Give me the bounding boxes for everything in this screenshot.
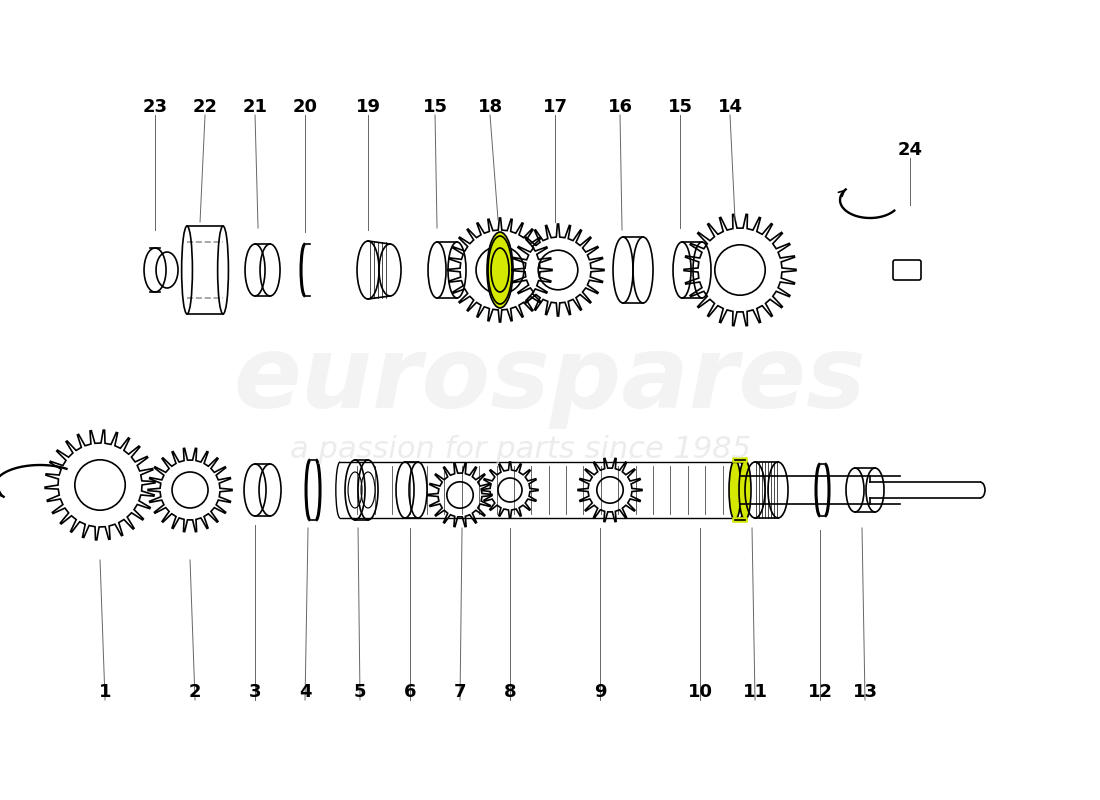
Text: 4: 4 xyxy=(299,683,311,701)
Ellipse shape xyxy=(729,460,741,520)
Text: 3: 3 xyxy=(249,683,262,701)
Text: 23: 23 xyxy=(143,98,167,116)
Text: 13: 13 xyxy=(852,683,878,701)
Text: 9: 9 xyxy=(594,683,606,701)
Text: 21: 21 xyxy=(242,98,267,116)
Ellipse shape xyxy=(739,460,751,520)
Text: 17: 17 xyxy=(542,98,568,116)
Text: 22: 22 xyxy=(192,98,218,116)
Text: 11: 11 xyxy=(742,683,768,701)
Text: eurospares: eurospares xyxy=(233,331,867,429)
Text: 14: 14 xyxy=(717,98,743,116)
Text: 15: 15 xyxy=(422,98,448,116)
Text: 16: 16 xyxy=(607,98,632,116)
Text: 24: 24 xyxy=(898,141,923,159)
Text: 6: 6 xyxy=(404,683,416,701)
Text: 12: 12 xyxy=(807,683,833,701)
Text: 10: 10 xyxy=(688,683,713,701)
Text: 18: 18 xyxy=(477,98,503,116)
Ellipse shape xyxy=(487,232,513,308)
Text: 5: 5 xyxy=(354,683,366,701)
Text: 15: 15 xyxy=(668,98,693,116)
Text: 7: 7 xyxy=(454,683,466,701)
Text: 2: 2 xyxy=(189,683,201,701)
Text: 1: 1 xyxy=(99,683,111,701)
Text: 8: 8 xyxy=(504,683,516,701)
Text: a passion for parts since 1985: a passion for parts since 1985 xyxy=(289,435,750,465)
Text: 20: 20 xyxy=(293,98,318,116)
Text: 19: 19 xyxy=(355,98,381,116)
